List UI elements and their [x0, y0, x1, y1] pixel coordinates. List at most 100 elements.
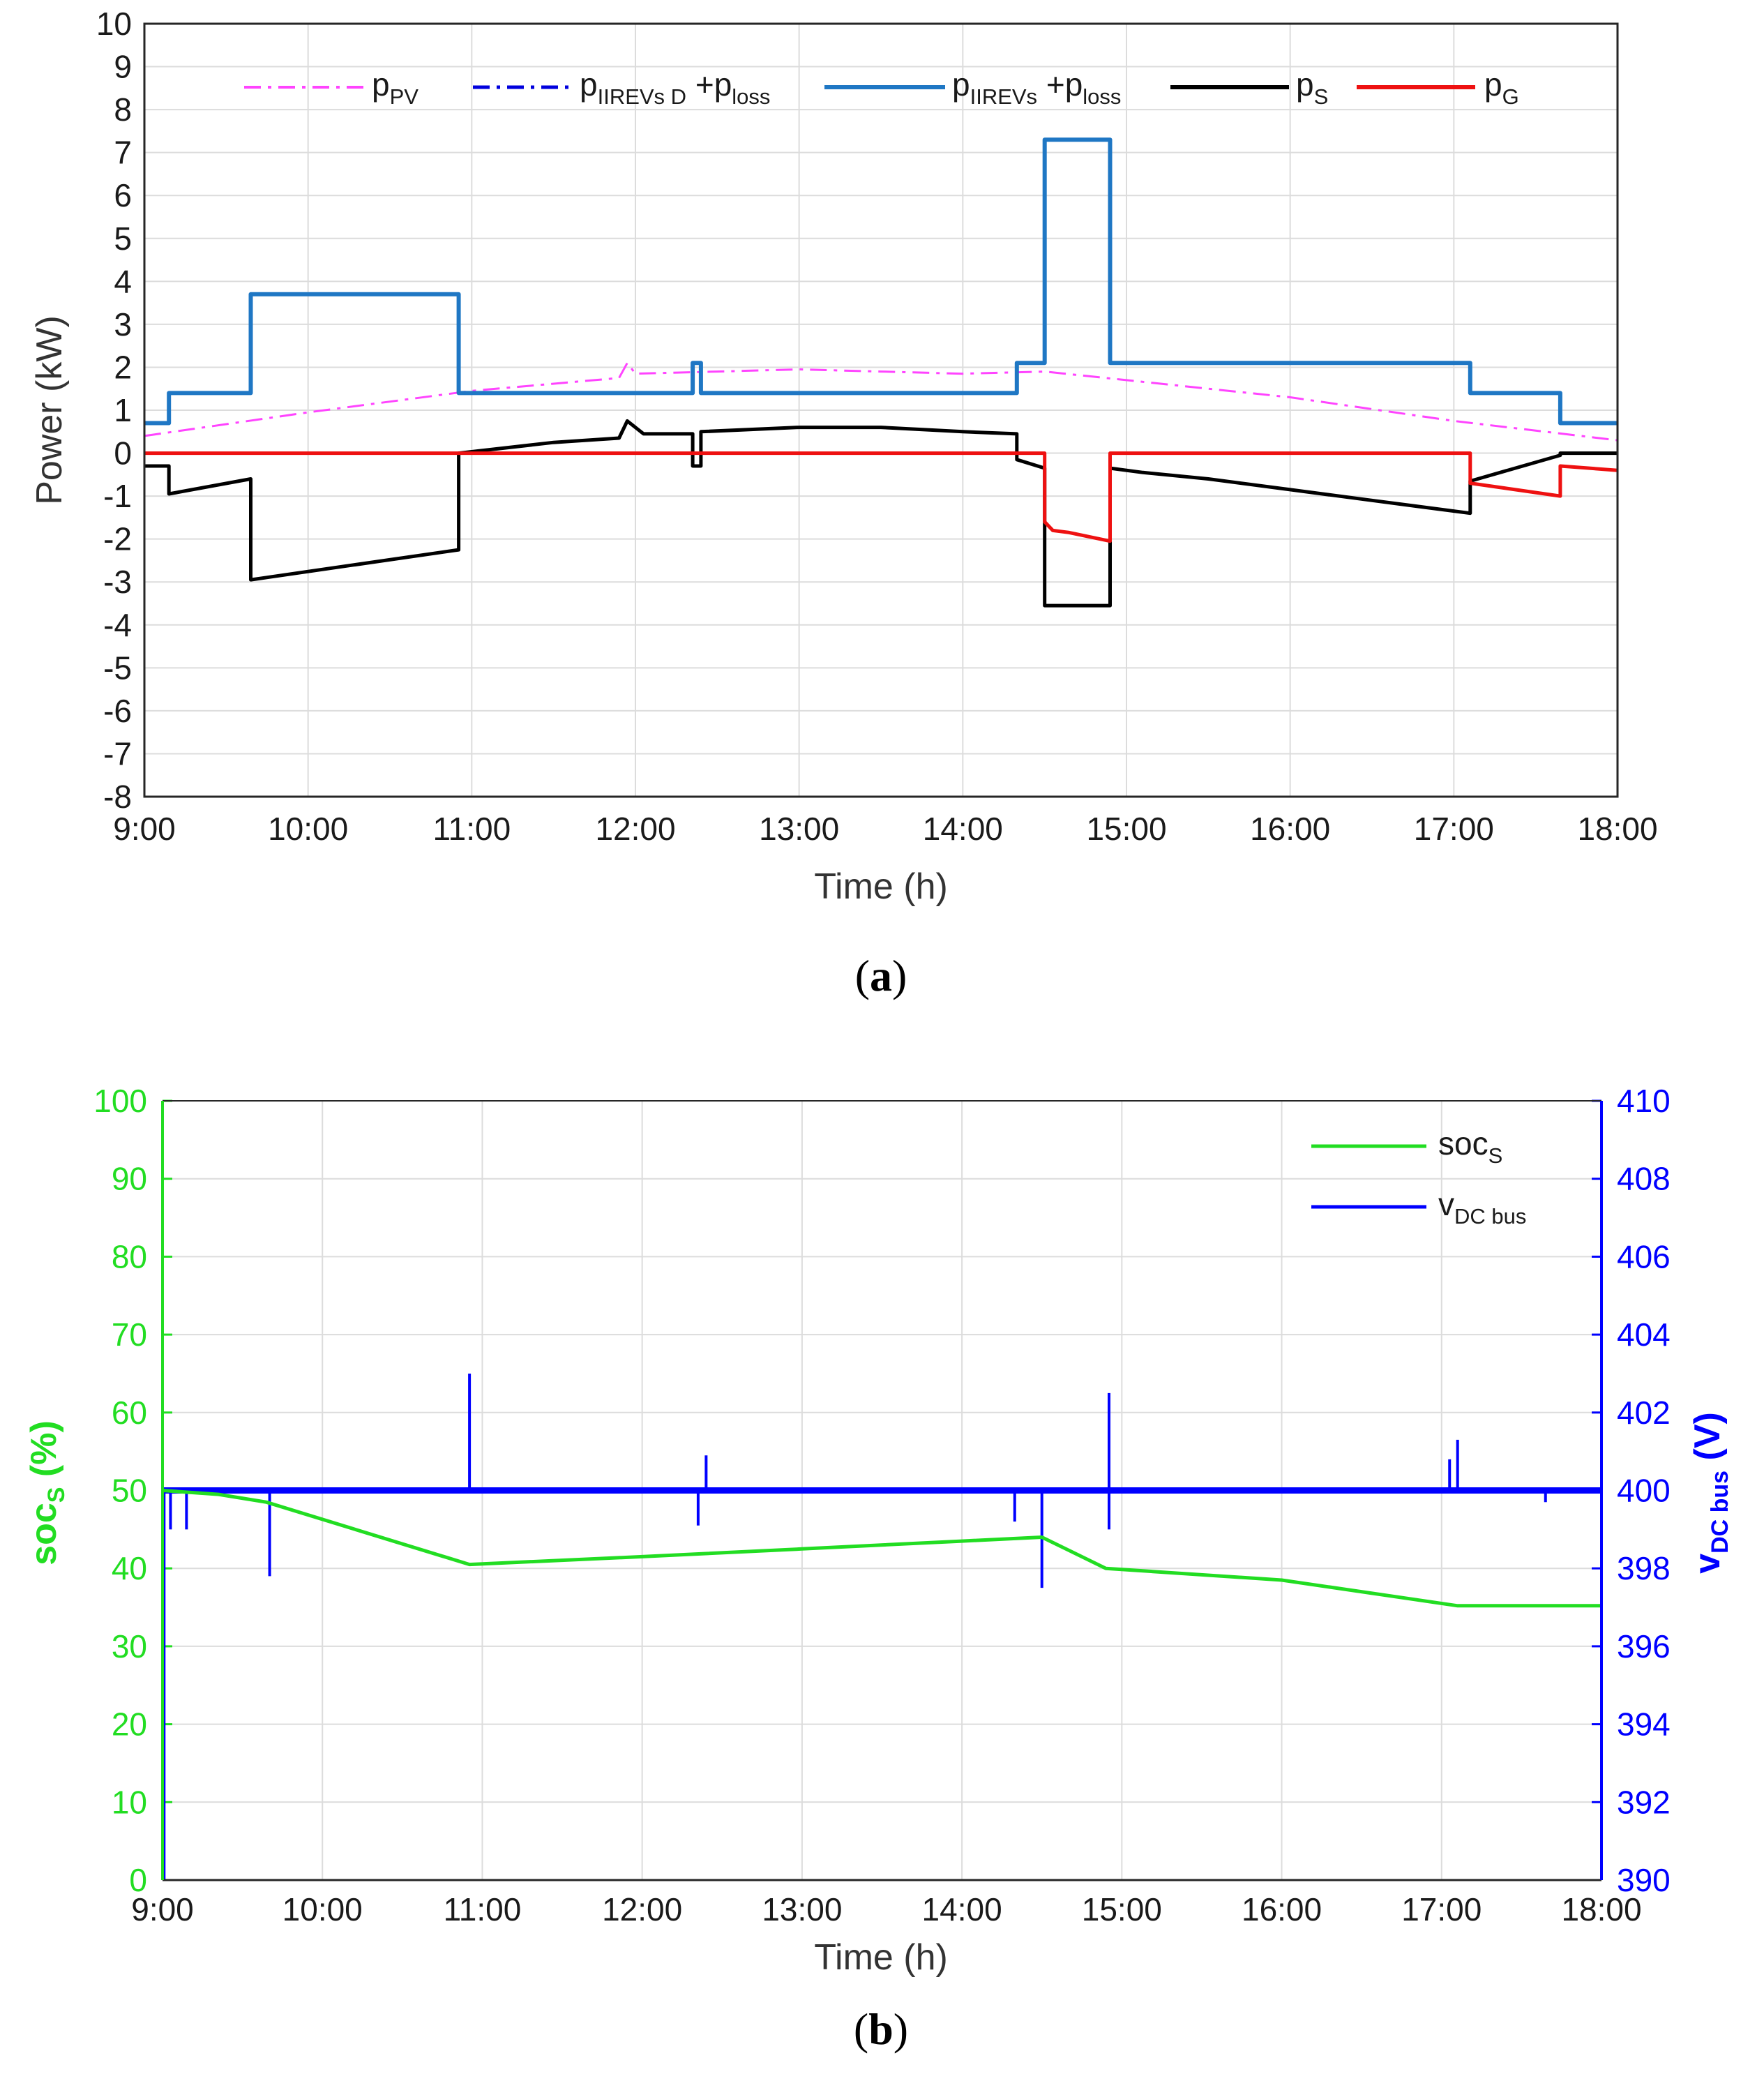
chart-b-left-tick: 20 — [112, 1706, 147, 1743]
chart-a-y-tick: 5 — [114, 220, 132, 257]
chart-a-x-tick: 9:00 — [113, 811, 176, 847]
chart-b-left-tick: 40 — [112, 1550, 147, 1586]
legend-label-ppv: pPV — [372, 66, 419, 109]
series-line-p-g — [144, 451, 1618, 543]
chart-b-left-tick: 0 — [129, 1862, 147, 1898]
legend-item-vdc: vDC bus — [1311, 1186, 1526, 1228]
chart-a-y-tick: 4 — [114, 263, 132, 299]
chart-a-y-tick: 8 — [114, 91, 132, 128]
chart-a-x-axis-label: Time (h) — [814, 866, 948, 907]
chart-b-x-tick: 15:00 — [1082, 1891, 1162, 1928]
chart-b-x-tick: 17:00 — [1401, 1891, 1482, 1928]
chart-b-right-tick: 402 — [1617, 1395, 1671, 1431]
chart-a-y-tick: -2 — [103, 521, 132, 557]
chart-a-legend: pPV pIIREVs D +ploss pIIREVs +ploss pS p… — [244, 66, 1519, 109]
chart-a-y-tick: -5 — [103, 649, 132, 686]
chart-b-right-tick: 394 — [1617, 1706, 1671, 1743]
chart-a: 9:00 10:00 11:00 12:00 13:00 14:00 15:00 16:00 1… — [29, 6, 1658, 1000]
chart-b-x-tick: 18:00 — [1561, 1891, 1641, 1928]
chart-b-x-tick: 12:00 — [602, 1891, 682, 1928]
chart-b-left-axis-label: socS (%) — [24, 1420, 70, 1565]
chart-b-left-tick: 100 — [93, 1083, 147, 1119]
legend-label-ps: pS — [1296, 66, 1328, 109]
chart-a-x-tick-labels: 9:00 10:00 11:00 12:00 13:00 14:00 15:00 16:00 1… — [113, 811, 1657, 847]
chart-b-left-tick: 90 — [112, 1161, 147, 1197]
chart-b-right-tick: 390 — [1617, 1862, 1671, 1898]
series-line-p-pv — [144, 361, 1618, 442]
chart-a-x-tick: 16:00 — [1250, 811, 1330, 847]
chart-a-y-axis-label: Power (kW) — [29, 315, 70, 505]
series-line-socs — [162, 1489, 1601, 1608]
chart-b-legend: socS vDC bus — [1311, 1125, 1526, 1228]
legend-item-ps: pS — [1170, 66, 1328, 109]
chart-a-y-tick: 10 — [96, 6, 132, 42]
chart-b-caption: (b) — [854, 2004, 908, 2054]
chart-a-x-tick: 13:00 — [759, 811, 839, 847]
chart-b-right-tick: 408 — [1617, 1161, 1671, 1197]
chart-b-series — [162, 1373, 1601, 1880]
chart-b-left-tick: 60 — [112, 1395, 147, 1431]
chart-a-x-tick: 11:00 — [432, 811, 511, 847]
chart-b-x-tick: 13:00 — [762, 1891, 842, 1928]
legend-item-ppv: pPV — [244, 66, 419, 109]
chart-b-x-tick: 9:00 — [131, 1891, 194, 1928]
chart-a-caption: (a) — [855, 951, 907, 1000]
chart-a-y-tick: -6 — [103, 693, 132, 729]
chart-b-left-tick: 70 — [112, 1316, 147, 1353]
chart-a-series — [144, 137, 1618, 608]
chart-a-x-tick: 10:00 — [268, 811, 348, 847]
legend-item-socs: socS — [1311, 1125, 1502, 1168]
chart-b: 9:00 10:00 11:00 12:00 13:00 14:00 15:00 16:00 1… — [24, 1083, 1733, 2054]
chart-a-y-tick: 9 — [114, 49, 132, 85]
chart-a-plot-border — [143, 22, 1619, 798]
chart-a-y-tick: -3 — [103, 564, 132, 600]
legend-label-piirevs: pIIREVs +ploss — [952, 66, 1121, 109]
chart-b-x-tick: 14:00 — [922, 1891, 1002, 1928]
chart-b-right-tick: 400 — [1617, 1473, 1671, 1509]
legend-label-piirevs-d: pIIREVs D +ploss — [580, 66, 770, 109]
legend-item-piirevs-d: pIIREVs D +ploss — [473, 66, 770, 109]
legend-item-pg: pG — [1357, 66, 1519, 109]
series-line-p-iirevs-p-loss — [144, 137, 1618, 426]
chart-b-right-axis-label: vDC bus (V) — [1687, 1412, 1733, 1574]
chart-b-x-tick: 16:00 — [1242, 1891, 1322, 1928]
legend-label-socs: socS — [1438, 1125, 1502, 1168]
chart-b-right-tick-labels: 410 408 406 404 402 400 398 396 394 392 390 — [1617, 1083, 1671, 1898]
chart-a-y-tick: 2 — [114, 349, 132, 385]
chart-a-y-tick: -8 — [103, 779, 132, 815]
chart-b-x-axis-label: Time (h) — [814, 1937, 948, 1978]
chart-a-x-tick: 15:00 — [1086, 811, 1166, 847]
chart-b-right-tick: 398 — [1617, 1550, 1671, 1586]
chart-b-x-tick: 11:00 — [444, 1891, 522, 1928]
chart-a-y-tick: -7 — [103, 735, 132, 772]
chart-a-x-tick: 17:00 — [1414, 811, 1494, 847]
chart-b-x-tick: 10:00 — [282, 1891, 363, 1928]
chart-a-y-tick: -4 — [103, 607, 132, 643]
chart-a-y-tick: 3 — [114, 306, 132, 343]
chart-a-y-tick: 1 — [114, 392, 132, 428]
legend-item-piirevs: pIIREVs +ploss — [824, 66, 1121, 109]
chart-b-right-tick: 392 — [1617, 1784, 1671, 1820]
chart-a-y-tick: 6 — [114, 177, 132, 213]
chart-a-y-tick: 7 — [114, 135, 132, 171]
chart-b-left-tick: 30 — [112, 1628, 147, 1665]
chart-a-y-tick: -1 — [103, 478, 132, 514]
chart-b-left-tick: 10 — [112, 1784, 147, 1820]
chart-b-left-tick: 80 — [112, 1238, 147, 1275]
series-line-p-s — [144, 419, 1618, 608]
chart-b-right-tick: 404 — [1617, 1316, 1671, 1353]
legend-label-pg: pG — [1484, 66, 1519, 109]
chart-a-x-tick: 12:00 — [595, 811, 675, 847]
chart-a-y-tick: 0 — [114, 435, 132, 472]
legend-label-vdc: vDC bus — [1438, 1186, 1526, 1228]
chart-b-x-tick-labels: 9:00 10:00 11:00 12:00 13:00 14:00 15:00 16:00 1… — [131, 1891, 1641, 1928]
chart-b-right-tick: 396 — [1617, 1628, 1671, 1665]
chart-b-right-tick: 410 — [1617, 1083, 1671, 1119]
chart-b-right-tick: 406 — [1617, 1238, 1671, 1275]
chart-a-x-tick: 18:00 — [1577, 811, 1657, 847]
chart-a-x-tick: 14:00 — [923, 811, 1003, 847]
chart-b-left-tick: 50 — [112, 1473, 147, 1509]
